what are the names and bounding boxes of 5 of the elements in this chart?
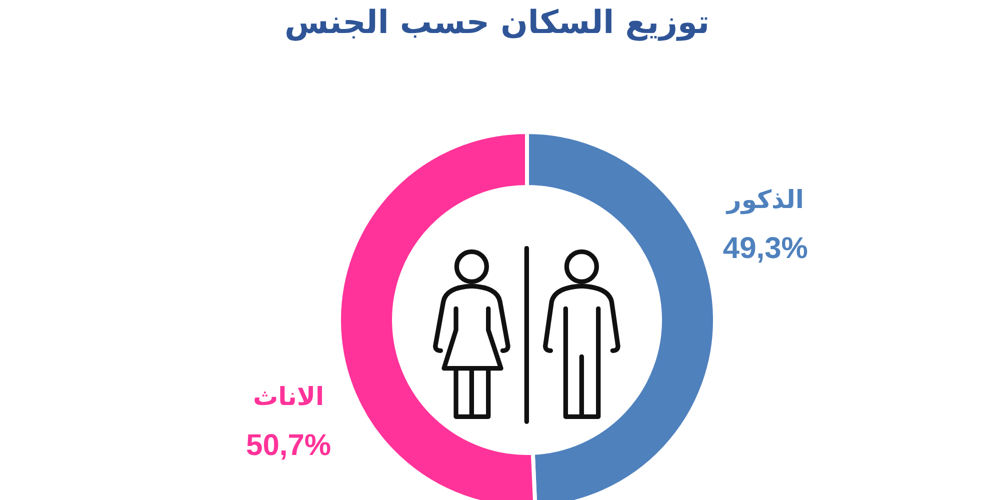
slice-label: الذكور xyxy=(724,184,804,215)
data-label: 50,7% xyxy=(246,429,332,462)
chart-title: توزيع السكان حسب الجنس xyxy=(284,3,710,41)
data-label: 49,3% xyxy=(722,232,808,265)
slice-label: الاناث xyxy=(253,382,324,412)
